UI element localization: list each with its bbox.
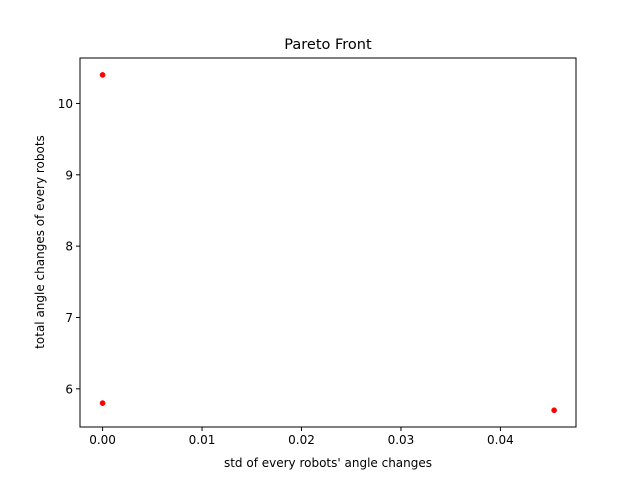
plot-frame <box>79 57 577 428</box>
data-point <box>551 407 557 414</box>
x-tick-label: 0.03 <box>388 433 415 447</box>
y-tick-label: 9 <box>65 168 73 182</box>
data-point <box>99 72 106 78</box>
y-tick-label: 8 <box>65 240 73 254</box>
chart-title: Pareto Front <box>284 37 372 53</box>
x-tick-label: 0.04 <box>487 433 514 447</box>
data-point <box>99 400 106 406</box>
y-axis-label: total angle changes of every robots <box>33 135 47 349</box>
x-tick-label: 0.02 <box>288 433 315 447</box>
x-axis-label: std of every robots' angle changes <box>224 456 432 470</box>
y-tick-label: 10 <box>58 97 73 111</box>
x-axis-ticks: 0.00 0.01 0.02 0.03 0.04 <box>89 427 514 447</box>
plot-area <box>79 57 577 428</box>
x-tick-label: 0.01 <box>189 433 216 447</box>
data-points <box>99 72 557 414</box>
y-tick-label: 6 <box>65 382 73 396</box>
x-tick-label: 0.00 <box>89 433 116 447</box>
y-tick-label: 7 <box>65 311 73 325</box>
y-axis-ticks: 6 7 8 9 10 <box>58 97 80 396</box>
